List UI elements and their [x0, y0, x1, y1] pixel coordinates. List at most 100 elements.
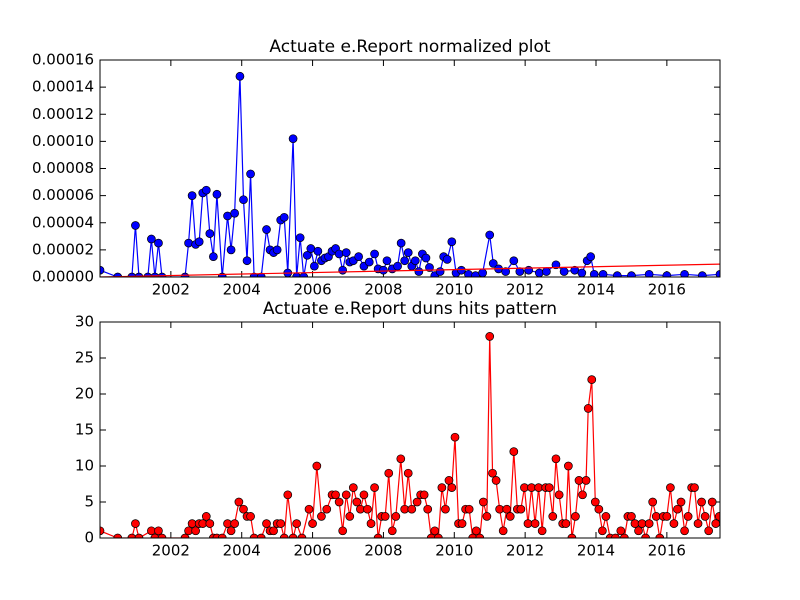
- data-point: [662, 512, 672, 521]
- data-point: [230, 208, 239, 218]
- data-point: [666, 483, 675, 492]
- subplot: Actuate e.Report duns hits pattern 0 5 10 15…: [75, 299, 721, 560]
- data-point: [498, 526, 508, 536]
- data-point: [187, 191, 197, 200]
- data-point: [594, 504, 604, 514]
- data-point: [127, 533, 137, 538]
- data-point: [524, 265, 534, 275]
- data-point: [246, 512, 255, 521]
- data-point: [447, 483, 457, 492]
- data-point: [502, 504, 512, 514]
- y-tick-label: 30: [75, 313, 94, 331]
- data-point: [348, 483, 358, 492]
- data-point: [212, 189, 222, 199]
- data-point: [707, 497, 717, 507]
- data-point: [437, 483, 447, 492]
- y-tick-label: 25: [75, 349, 94, 367]
- x-tick-label: 2010: [435, 542, 473, 560]
- x-tick-label: 2004: [223, 281, 261, 299]
- data-point: [338, 526, 348, 536]
- data-point: [421, 253, 431, 263]
- data-point: [288, 134, 298, 144]
- data-point: [382, 256, 392, 266]
- y-tick-label: 5: [84, 493, 94, 511]
- data-point: [567, 533, 577, 538]
- y-tick-label: 0.00002: [32, 240, 94, 258]
- x-tick-label: 2014: [577, 542, 615, 560]
- data-point: [309, 261, 319, 271]
- y-tick-label: 20: [75, 385, 94, 403]
- data-point: [444, 476, 454, 485]
- data-point: [509, 447, 519, 456]
- data-point: [704, 526, 714, 536]
- data-point: [544, 483, 554, 492]
- data-point: [509, 256, 519, 266]
- data-point: [380, 512, 390, 521]
- data-point: [366, 519, 376, 528]
- data-point: [700, 512, 710, 521]
- plot-area: [100, 322, 720, 538]
- data-point: [334, 249, 344, 259]
- data-point: [655, 533, 665, 538]
- y-tick-label: 0.00006: [32, 186, 94, 204]
- data-point: [396, 238, 406, 248]
- x-tick-label: 2012: [506, 281, 544, 299]
- data-point: [235, 71, 245, 81]
- subplot: Actuate e.Report normalized plot 0.00000 0…: [32, 37, 721, 299]
- data-point: [627, 512, 636, 521]
- data-point: [515, 267, 525, 276]
- data-point: [669, 519, 679, 528]
- data-point: [690, 483, 699, 492]
- data-point: [485, 230, 495, 240]
- data-point: [334, 497, 344, 507]
- data-point: [587, 375, 597, 384]
- data-point: [154, 238, 163, 248]
- data-point: [194, 237, 204, 247]
- data-point: [447, 237, 457, 247]
- data-point: [354, 252, 363, 262]
- data-point: [554, 490, 564, 500]
- data-point: [516, 504, 526, 514]
- data-point: [201, 512, 211, 521]
- data-point: [468, 533, 478, 538]
- data-point: [331, 490, 340, 500]
- data-point: [234, 497, 244, 507]
- plot-content: [100, 332, 720, 538]
- data-point: [363, 504, 372, 514]
- x-tick-label: 2004: [223, 542, 261, 560]
- data-point: [441, 504, 450, 514]
- data-point: [387, 526, 397, 536]
- data-point: [715, 269, 720, 277]
- data-point: [304, 504, 314, 514]
- data-point: [589, 269, 599, 277]
- data-point: [612, 271, 622, 277]
- data-point: [410, 256, 420, 266]
- data-point: [601, 512, 611, 521]
- data-point: [191, 526, 201, 536]
- y-tick-label: 0.00000: [32, 268, 94, 286]
- data-point: [150, 533, 160, 538]
- chart-title: Actuate e.Report normalized plot: [269, 37, 550, 57]
- data-point: [341, 248, 351, 257]
- data-point: [693, 519, 703, 528]
- data-point: [283, 490, 293, 500]
- y-tick-label: 0.00008: [32, 159, 94, 177]
- chart-title: Actuate e.Report duns hits pattern: [263, 299, 557, 319]
- data-point: [403, 248, 413, 257]
- data-point: [352, 497, 362, 507]
- data-point: [551, 260, 561, 270]
- data-point: [131, 221, 140, 230]
- data-point: [230, 519, 239, 528]
- data-point: [598, 269, 608, 277]
- data-point: [423, 504, 433, 514]
- data-point: [641, 533, 650, 538]
- data-point: [373, 533, 383, 538]
- data-point: [559, 267, 569, 276]
- data-point: [457, 519, 467, 528]
- data-point: [442, 255, 452, 264]
- data-point: [403, 468, 413, 478]
- data-point: [419, 490, 429, 500]
- data-point: [662, 271, 672, 277]
- data-point: [246, 169, 255, 179]
- data-point: [184, 238, 193, 248]
